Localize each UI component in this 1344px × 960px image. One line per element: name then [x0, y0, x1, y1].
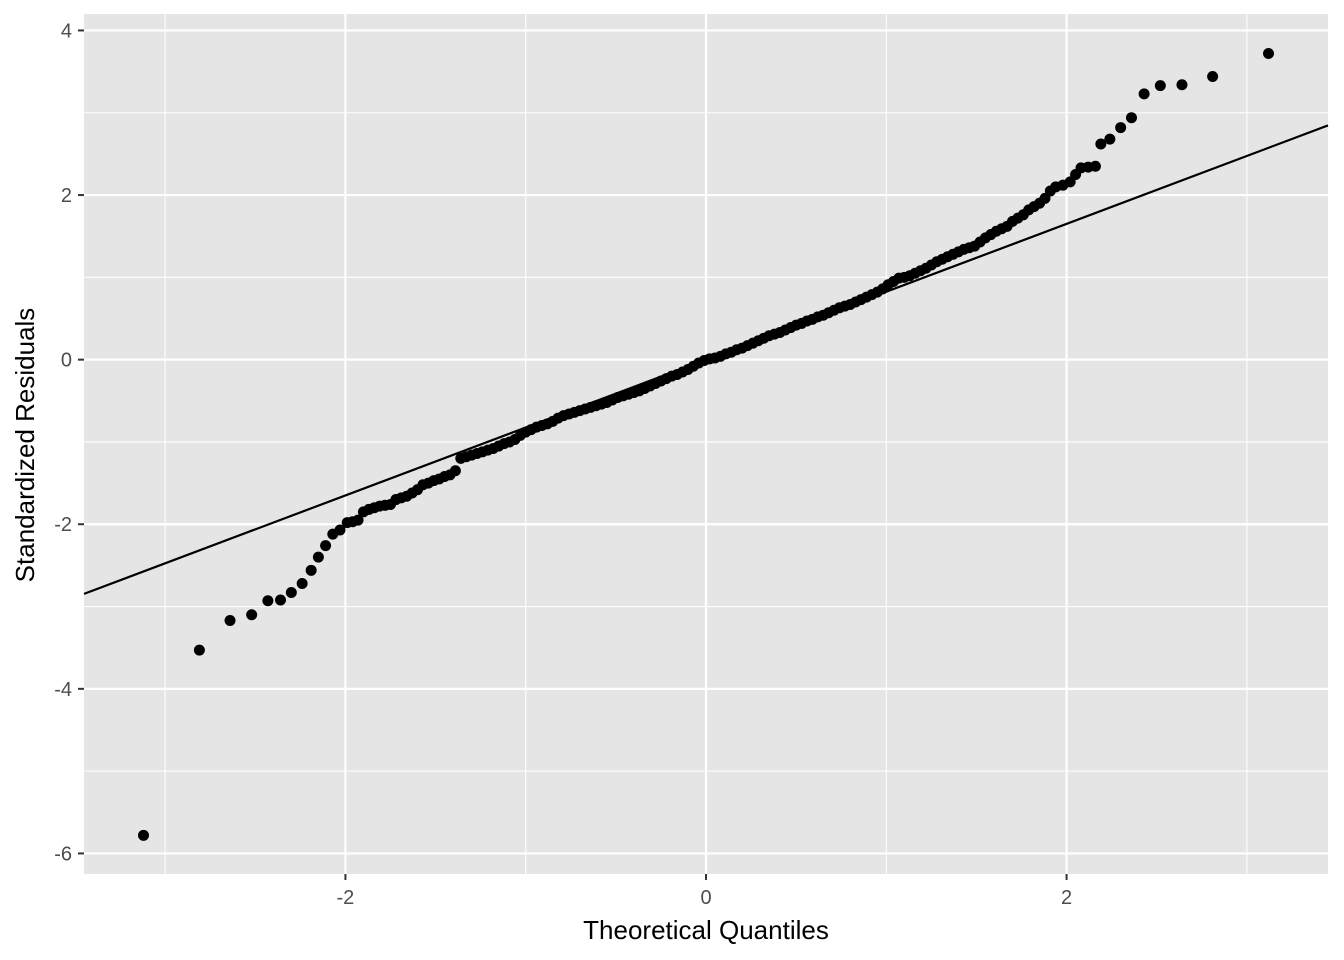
data-point — [1104, 133, 1116, 145]
x-axis-title: Theoretical Quantiles — [583, 915, 829, 945]
y-tick-label: 0 — [61, 350, 72, 372]
y-axis-title: Standardized Residuals — [10, 308, 40, 583]
data-point — [1154, 80, 1166, 92]
y-axis: -6 -4 -2 0 2 4 — [54, 20, 84, 865]
data-point — [1138, 88, 1150, 100]
data-point — [285, 587, 297, 599]
data-point — [262, 595, 274, 607]
data-point — [224, 615, 236, 627]
data-point — [1176, 79, 1188, 91]
major-grid — [84, 14, 1328, 874]
data-point — [320, 540, 332, 552]
data-point — [1125, 112, 1137, 124]
data-point — [305, 564, 317, 576]
x-tick-label: -2 — [337, 887, 355, 909]
data-point — [1115, 122, 1127, 134]
y-tick-label: -2 — [54, 514, 72, 536]
data-point — [1207, 71, 1219, 83]
data-point — [275, 594, 287, 606]
data-point — [1089, 160, 1101, 172]
x-tick-label: 2 — [1061, 887, 1072, 909]
data-point — [137, 829, 149, 841]
y-tick-label: -6 — [54, 843, 72, 865]
y-tick-label: -4 — [54, 679, 72, 701]
data-point — [352, 514, 364, 526]
data-point — [296, 577, 308, 589]
data-point — [193, 644, 205, 656]
points-layer — [137, 48, 1275, 841]
data-point — [1263, 48, 1275, 60]
data-point — [246, 609, 258, 621]
data-point — [449, 465, 461, 477]
x-tick-label: 0 — [700, 887, 711, 909]
data-point — [312, 551, 324, 563]
data-point — [1095, 138, 1107, 150]
y-tick-label: 2 — [61, 185, 72, 207]
data-point — [334, 524, 346, 536]
y-tick-label: 4 — [61, 20, 72, 42]
x-axis: -2 0 2 — [337, 874, 1072, 909]
